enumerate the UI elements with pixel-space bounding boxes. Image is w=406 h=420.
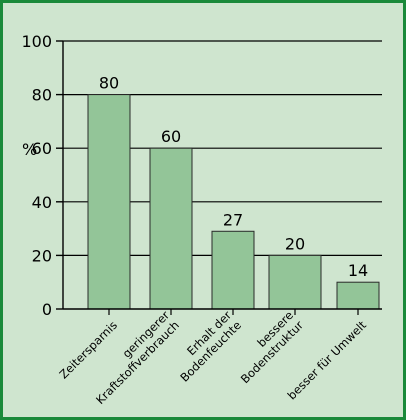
data-label-1: 80: [99, 74, 119, 93]
data-label-2: 60: [161, 127, 181, 146]
y-tick-label-100: 100: [21, 32, 52, 51]
bar-3: [211, 230, 255, 310]
y-tick-label-80: 80: [32, 86, 52, 105]
data-labels: 80 60 27 20 14: [99, 74, 368, 281]
data-label-3: 27: [223, 210, 243, 229]
bar-5: [336, 281, 380, 310]
bar-2: [149, 147, 193, 310]
bar-4: [268, 254, 322, 310]
data-label-5: 14: [348, 261, 368, 280]
y-tick-label-40: 40: [32, 193, 52, 212]
y-tick-label-0: 0: [42, 300, 52, 319]
y-axis-label: %: [22, 140, 37, 159]
data-label-4: 20: [285, 234, 305, 253]
y-tick-label-20: 20: [32, 246, 52, 265]
axes: [56, 40, 382, 315]
bar-1: [87, 94, 131, 310]
y-tick-label-60: 60: [32, 139, 52, 158]
bars: [87, 94, 380, 310]
y-tick-labels: 0 20 40 60 80 100: [21, 32, 52, 319]
